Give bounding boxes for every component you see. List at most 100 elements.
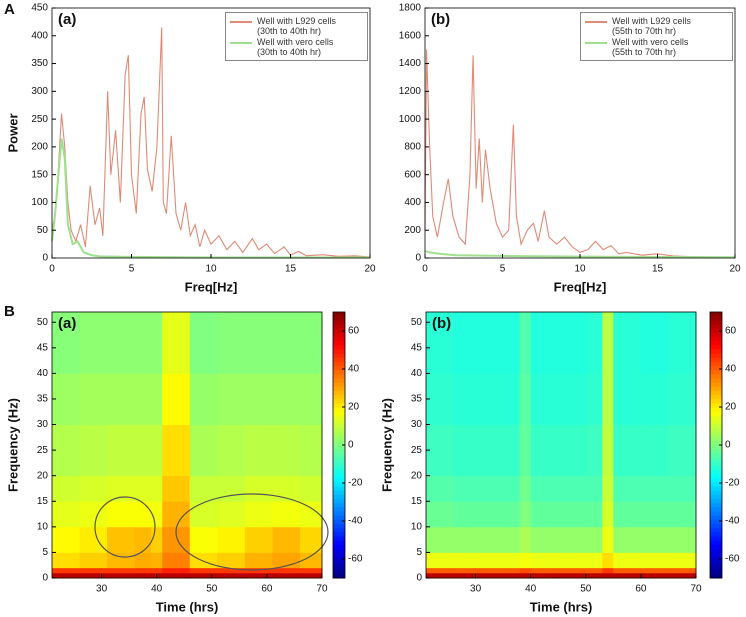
heatmap-cell: [217, 501, 246, 528]
colorbar-segment: [333, 486, 345, 492]
colorbar-segment: [333, 474, 345, 479]
heatmap-cell: [640, 526, 669, 553]
heatmap-cell: [52, 552, 80, 569]
y-tick-label: 15: [411, 496, 423, 507]
heatmap-cell: [244, 475, 273, 502]
y-tick-label: 0: [415, 253, 421, 264]
colorbar-tick-label: -40: [348, 516, 363, 527]
colorbar-segment: [333, 453, 345, 458]
colorbar-segment: [710, 411, 722, 417]
heatmap-cell: [481, 501, 510, 528]
colorbar-segment: [710, 378, 722, 384]
heatmap-cell: [530, 424, 559, 477]
heatmap-cell: [134, 552, 152, 569]
colorbar-segment: [710, 428, 722, 434]
panel-label: (b): [431, 11, 450, 28]
y-tick-label: 0: [42, 573, 48, 584]
colorbar-segment: [710, 357, 722, 363]
heatmap-cell: [52, 373, 80, 425]
x-tick-label: 30: [96, 584, 108, 595]
heatmap-cell: [299, 373, 323, 425]
colorbar-segment: [710, 449, 722, 454]
heatmap-cell: [299, 475, 323, 502]
colorbar-segment: [710, 336, 722, 342]
colorbar-segment: [710, 345, 722, 350]
colorbar-segment: [710, 432, 722, 438]
colorbar-segment: [333, 436, 345, 442]
colorbar-segment: [710, 536, 722, 542]
heatmap-cell: [519, 475, 532, 502]
colorbar-segment: [333, 411, 345, 417]
heatmap-cell: [52, 424, 80, 477]
colorbar-segment: [710, 461, 722, 467]
heatmap-cell: [272, 572, 301, 579]
y-tick-label: 10: [411, 521, 423, 532]
colorbar-tick-label: -60: [348, 554, 363, 565]
colorbar-segment: [710, 399, 722, 404]
y-tick-label: 1400: [399, 58, 422, 69]
heatmap-cell: [299, 572, 323, 579]
colorbar-segment: [710, 440, 722, 446]
heatmap-cell: [585, 424, 603, 477]
heatmap-cell: [151, 501, 163, 528]
heatmap-cell: [602, 312, 614, 374]
heatmap-cell: [558, 475, 587, 502]
heatmap-cell: [426, 424, 454, 477]
colorbar-segment: [710, 565, 722, 571]
x-tick-label: 60: [261, 584, 273, 595]
heatmap-cell: [107, 572, 136, 579]
figure-label: B: [4, 303, 15, 320]
heatmap-cell: [79, 501, 108, 528]
heatmap-cell: [602, 475, 614, 502]
heatmap-cell: [585, 475, 603, 502]
heatmap-cell: [613, 424, 642, 477]
colorbar-segment: [333, 382, 345, 388]
heatmap-cell: [217, 567, 246, 574]
y-tick-label: 20: [411, 470, 423, 481]
colorbar-segment: [333, 370, 345, 375]
heatmap-cell: [299, 567, 323, 574]
heatmap-cell: [107, 552, 136, 569]
colorbar-segment: [710, 320, 722, 325]
heatmap-cell: [79, 312, 108, 374]
heatmap-cell: [519, 312, 532, 374]
y-tick-label: 0: [416, 573, 422, 584]
heatmap-cell: [558, 567, 587, 574]
heatmap-cell: [613, 567, 642, 574]
colorbar-segment: [333, 345, 345, 350]
heatmap-cell: [453, 567, 482, 574]
heatmap-cell: [508, 572, 521, 579]
colorbar-segment: [333, 499, 345, 504]
heatmap-cell: [640, 475, 669, 502]
colorbar-segment: [333, 378, 345, 384]
y-tick-label: 40: [411, 368, 423, 379]
heatmap-cell: [668, 312, 697, 374]
heatmap-cell: [602, 373, 614, 425]
y-axis-label: Power: [5, 113, 20, 152]
x-tick-label: 70: [316, 584, 328, 595]
x-tick-label: 20: [729, 264, 741, 275]
colorbar-segment: [333, 415, 345, 421]
colorbar-segment: [710, 544, 722, 550]
heatmap-cell: [530, 475, 559, 502]
heatmap-cell: [640, 312, 669, 374]
heatmap-cell: [558, 526, 587, 553]
heatmap-cell: [189, 312, 218, 374]
colorbar-segment: [710, 353, 722, 359]
heatmap-cell: [558, 373, 587, 425]
x-axis-label: Time (hrs): [530, 599, 593, 614]
y-tick-label: 400: [31, 30, 48, 41]
colorbar-segment: [710, 341, 722, 346]
series-line: [424, 49, 736, 258]
colorbar-segment: [333, 511, 345, 517]
x-axis-label: Time (hrs): [156, 599, 219, 614]
colorbar-segment: [333, 324, 345, 330]
heatmap-cell: [79, 526, 108, 553]
colorbar-segment: [333, 386, 345, 392]
heatmap-cell: [151, 424, 163, 477]
heatmap-cell: [668, 475, 697, 502]
colorbar-segment: [333, 469, 345, 475]
colorbar-segment: [710, 507, 722, 512]
panel-label: (a): [58, 11, 76, 28]
